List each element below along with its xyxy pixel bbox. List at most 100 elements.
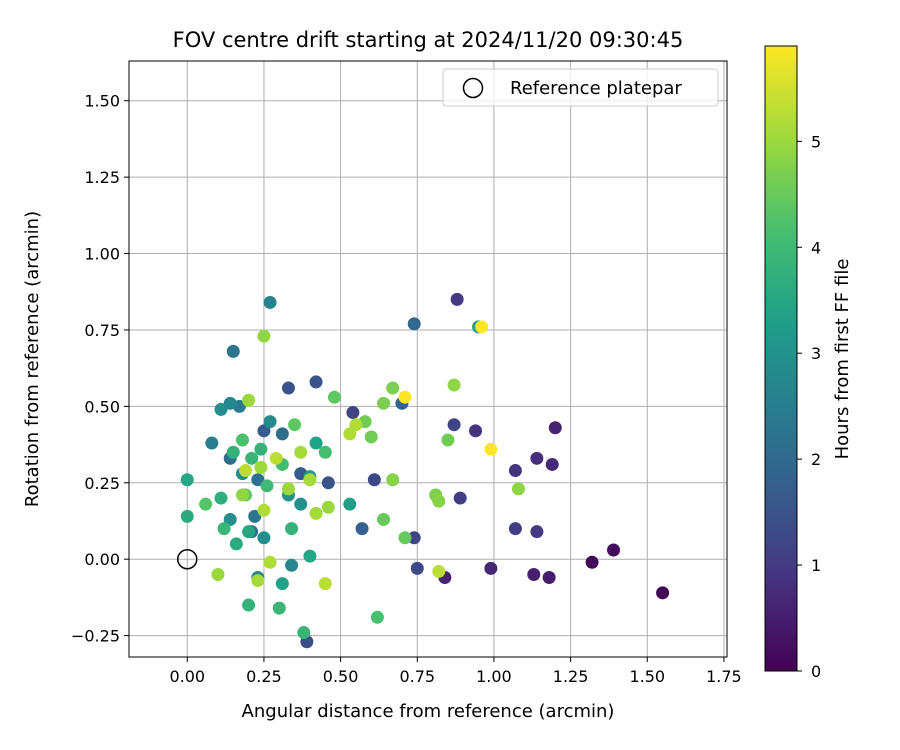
scatter-point [343,497,357,511]
scatter-point [656,586,670,600]
scatter-point [398,531,412,545]
scatter-point [309,375,323,389]
x-tick-label: 1.00 [476,667,512,686]
legend-reference-marker [462,77,484,99]
x-axis-label: Angular distance from reference (arcmin) [242,701,615,722]
y-tick-label: 1.25 [84,168,120,187]
scatter-point [530,525,544,539]
legend-reference-label: Reference platepar [510,78,682,99]
chart-title: FOV centre drift starting at 2024/11/20 … [173,28,684,52]
scatter-point [309,506,323,520]
scatter-point [469,424,483,438]
y-tick-label: 0.50 [84,397,120,416]
scatter-point [285,522,299,536]
y-tick-label: 1.00 [84,245,120,264]
scatter-point [297,626,311,640]
scatter-point [248,509,262,523]
scatter-point [318,577,332,591]
x-axis-ticks: 0.00 0.25 0.50 0.75 1.00 1.25 1.50 1.75 [169,657,742,686]
scatter-point [527,567,541,581]
scatter-point [484,561,498,575]
scatter-point [226,445,240,459]
scatter-point [370,610,384,624]
scatter-point [275,577,289,591]
scatter-point [263,555,277,569]
colorbar-tick-label: 4 [811,238,821,257]
scatter-point [321,500,335,514]
scatter-point [263,295,277,309]
scatter-point [407,531,421,545]
scatter-point [447,418,461,432]
scatter-point [377,512,391,526]
colorbar-ticks: 0 1 2 3 4 5 [797,132,821,681]
scatter-point [242,525,256,539]
colorbar: 0 1 2 3 4 5 Hours from first FF file [764,45,853,681]
colorbar-gradient [764,45,798,672]
scatter-point [364,430,378,444]
scatter-point [367,473,381,487]
scatter-point [511,482,525,496]
scatter-point [441,433,455,447]
scatter-point [432,494,446,508]
scatter-point [309,436,323,450]
legend: Reference platepar [442,68,719,107]
x-tick-label: 0.25 [246,667,282,686]
scatter-point [211,567,225,581]
scatter-point [263,415,277,429]
scatter-point [180,473,194,487]
scatter-point [257,531,271,545]
x-tick-label: 0.00 [169,667,205,686]
colorbar-tick-label: 2 [811,450,821,469]
scatter-point [545,457,559,471]
scatter-point [475,320,489,334]
x-tick-label: 1.50 [629,667,665,686]
scatter-point [251,574,265,588]
scatter-point [275,427,289,441]
scatter-point [239,464,253,478]
scatter-point [508,522,522,536]
scatter-point [318,445,332,459]
legend-box [442,68,719,107]
scatter-point [303,473,317,487]
scatter-point [398,390,412,404]
x-tick-label: 0.75 [399,667,435,686]
reference-marker [177,548,198,570]
scatter-point [508,464,522,478]
scatter-point [355,522,369,536]
scatter-point [217,522,231,536]
y-tick-label: 1.50 [84,92,120,111]
scatter-point [410,561,424,575]
y-axis-label: Rotation from reference (arcmin) [22,211,43,507]
scatter-points [180,292,670,649]
x-tick-label: 0.50 [323,667,359,686]
scatter-point [242,393,256,407]
scatter-point [349,418,363,432]
scatter-point [303,549,317,563]
scatter-point [294,445,308,459]
scatter-point [288,418,302,432]
scatter-point [257,329,271,343]
scatter-point [585,555,599,569]
scatter-point [343,427,357,441]
scatter-point [432,564,446,578]
scatter-point [321,476,335,490]
scatter-point [281,381,295,395]
scatter-point [548,421,562,435]
y-tick-label: −0.25 [71,627,120,646]
scatter-point [223,396,237,410]
scatter-point [386,473,400,487]
scatter-point [484,442,498,456]
scatter-point [450,292,464,306]
scatter-point [346,405,360,419]
scatter-point [235,488,249,502]
scatter-point [229,537,243,551]
scatter-point [257,424,271,438]
scatter-point [281,482,295,496]
scatter-point [530,451,544,465]
scatter-point [447,378,461,392]
plot-area: 0.00 0.25 0.50 0.75 1.00 1.25 1.50 1.75 −0.25 0.… [71,60,742,686]
colorbar-label: Hours from first FF file [832,259,853,460]
scatter-point [242,598,256,612]
scatter-point [226,344,240,358]
